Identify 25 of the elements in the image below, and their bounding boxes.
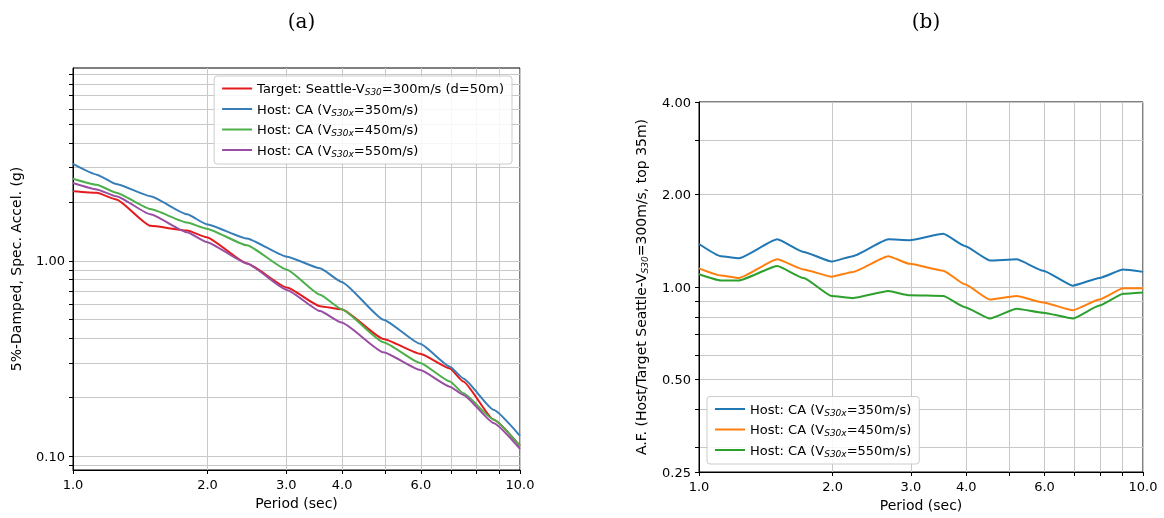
y-tick-label: 1.00 bbox=[36, 253, 65, 269]
x-tick-label: 6.0 bbox=[410, 477, 432, 492]
x-tick-label: 3.0 bbox=[275, 477, 297, 492]
x-tick-label: 4.0 bbox=[955, 479, 977, 494]
x-tick-label: 1.0 bbox=[62, 477, 84, 492]
y-axis-title: A.F. (Host/Target Seattle-VS30=300m/s, top 35m) bbox=[633, 118, 650, 456]
y-tick-label: 0.50 bbox=[662, 372, 691, 387]
chart-title: (b) bbox=[911, 9, 941, 33]
x-tick-label: 10.0 bbox=[1128, 479, 1158, 494]
x-axis-title: Period (sec) bbox=[255, 494, 338, 511]
chart-title: (a) bbox=[287, 9, 316, 33]
y-tick-label: 4.00 bbox=[662, 94, 691, 110]
x-tick-label: 3.0 bbox=[900, 479, 922, 494]
x-tick-label: 10.0 bbox=[505, 477, 535, 492]
x-tick-label: 6.0 bbox=[1034, 479, 1055, 494]
x-tick-label: 2.0 bbox=[822, 479, 843, 494]
y-tick-label: 0.10 bbox=[36, 448, 65, 464]
x-tick-label: 4.0 bbox=[331, 477, 353, 492]
y-tick-label: 1.00 bbox=[662, 279, 691, 295]
x-tick-label: 2.0 bbox=[197, 477, 218, 492]
x-axis-title: Period (sec) bbox=[879, 496, 963, 513]
y-tick-label: 0.25 bbox=[662, 464, 691, 480]
x-tick-label: 1.0 bbox=[688, 479, 710, 494]
y-tick-label: 2.00 bbox=[662, 187, 691, 202]
y-axis-title: 5%-Damped, Spec. Accel. (g) bbox=[8, 166, 24, 372]
